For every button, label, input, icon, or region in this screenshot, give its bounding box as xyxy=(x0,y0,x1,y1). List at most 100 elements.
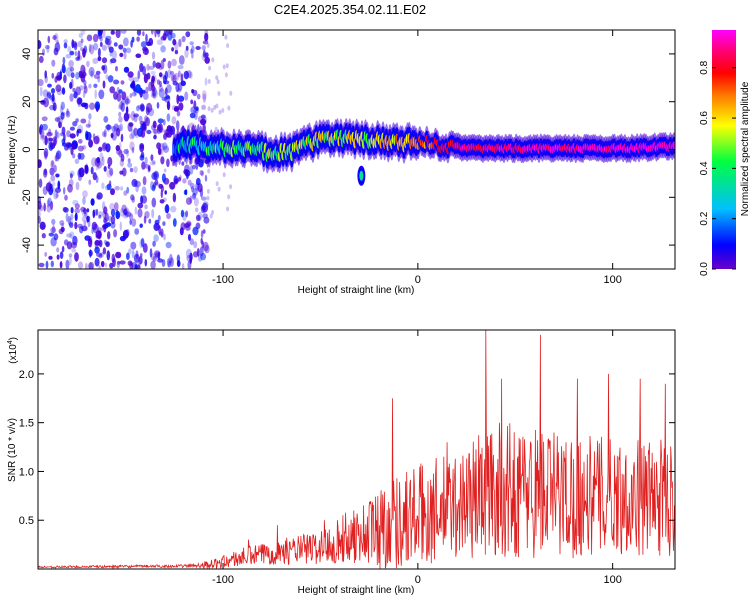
noise-cell xyxy=(204,56,210,64)
noise-cell xyxy=(200,118,207,126)
noise-cell xyxy=(109,262,114,269)
noise-cell xyxy=(75,86,81,96)
noise-cell xyxy=(92,33,99,43)
noise-cell xyxy=(118,116,123,123)
noise-cell xyxy=(200,252,207,261)
noise-cell xyxy=(115,65,118,72)
noise-cell xyxy=(165,204,169,214)
noise-cell xyxy=(125,47,132,54)
noise-cell xyxy=(71,142,75,150)
noise-cell xyxy=(129,261,134,269)
noise-cell xyxy=(142,243,148,253)
noise-cell xyxy=(68,60,74,68)
noise-cell xyxy=(49,104,56,111)
noise-cell xyxy=(58,228,64,235)
noise-cell xyxy=(54,33,59,43)
noise-cell xyxy=(201,104,207,111)
noise-cell xyxy=(62,206,68,212)
noise-cell xyxy=(139,253,143,258)
noise-cell xyxy=(201,240,205,249)
noise-cell xyxy=(178,38,182,48)
noise-cell xyxy=(156,79,161,85)
noise-cell xyxy=(144,156,148,165)
noise-cell xyxy=(77,40,83,48)
noise-cell xyxy=(40,224,46,229)
noise-cell xyxy=(169,125,176,135)
noise-cell xyxy=(84,212,88,220)
noise-cell xyxy=(60,101,65,111)
noise-cell xyxy=(157,147,162,156)
noise-cell xyxy=(169,257,174,267)
noise-cell xyxy=(134,228,140,235)
noise-cell xyxy=(123,37,129,47)
noise-cell xyxy=(119,52,124,58)
noise-cell xyxy=(224,34,228,40)
noise-cell xyxy=(190,185,194,193)
noise-cell xyxy=(106,250,111,261)
noise-cell xyxy=(125,229,130,237)
spectrogram-y-tick-label: 40 xyxy=(21,48,33,60)
noise-cell xyxy=(188,222,192,227)
noise-cell xyxy=(68,253,73,258)
noise-cell xyxy=(204,77,208,86)
noise-cell xyxy=(207,106,211,112)
noise-cell xyxy=(160,156,165,165)
noise-cell xyxy=(161,142,168,151)
noise-cell xyxy=(88,261,95,269)
noise-cell xyxy=(108,180,112,187)
noise-cell xyxy=(133,166,138,174)
noise-cell xyxy=(185,45,189,51)
noise-cell xyxy=(144,259,148,267)
noise-cell xyxy=(133,127,138,136)
noise-cell xyxy=(93,73,100,80)
noise-cell xyxy=(84,164,89,175)
noise-cell xyxy=(123,51,127,60)
noise-cell xyxy=(204,52,209,58)
noise-cell xyxy=(105,38,112,46)
noise-cell xyxy=(86,34,93,42)
noise-cell xyxy=(78,33,83,38)
noise-cell xyxy=(94,101,101,111)
noise-cell xyxy=(184,48,189,59)
noise-cell xyxy=(166,158,170,168)
noise-cell xyxy=(55,84,62,92)
noise-cell xyxy=(63,133,66,143)
noise-cell xyxy=(88,140,93,148)
noise-cell xyxy=(75,56,80,62)
noise-cell xyxy=(44,252,48,257)
spectrogram-y-label: Frequency (Hz) xyxy=(7,116,18,185)
noise-cell xyxy=(183,70,189,80)
noise-cell xyxy=(50,159,55,170)
noise-cell xyxy=(224,72,228,78)
snr-y-scale: (x104) xyxy=(7,337,19,364)
noise-cell xyxy=(51,218,56,225)
noise-cell xyxy=(52,35,57,40)
noise-cell xyxy=(152,91,157,100)
noise-cell xyxy=(146,72,151,80)
noise-cell xyxy=(142,65,147,76)
noise-cell xyxy=(139,154,145,161)
noise-cell xyxy=(167,69,172,79)
noise-cell xyxy=(194,110,198,120)
noise-cell xyxy=(171,47,175,52)
noise-cell xyxy=(173,72,180,81)
noise-cell xyxy=(214,126,218,132)
noise-cell xyxy=(91,226,94,235)
noise-cell xyxy=(48,137,54,142)
noise-cell xyxy=(139,239,145,249)
noise-cell xyxy=(145,106,150,116)
noise-cell xyxy=(44,135,48,146)
noise-cell xyxy=(200,114,206,119)
noise-cell xyxy=(93,136,100,145)
noise-cell xyxy=(201,205,207,211)
noise-cell xyxy=(89,102,96,110)
noise-cell xyxy=(123,112,130,122)
noise-cell xyxy=(167,258,170,268)
noise-cell xyxy=(74,212,78,222)
noise-cell xyxy=(142,47,149,56)
noise-cell xyxy=(139,103,145,112)
noise-cell xyxy=(197,183,203,193)
noise-cell xyxy=(129,213,134,221)
noise-cell xyxy=(141,161,146,170)
noise-cell xyxy=(152,160,156,165)
